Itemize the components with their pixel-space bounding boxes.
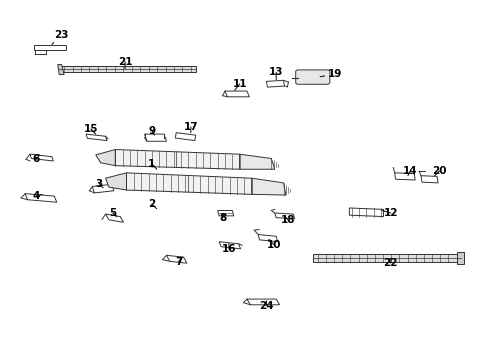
- Text: 8: 8: [219, 213, 226, 222]
- Text: 20: 20: [431, 166, 446, 176]
- Text: 22: 22: [383, 258, 397, 268]
- Text: 5: 5: [109, 208, 117, 218]
- Text: 4: 4: [32, 191, 42, 201]
- Text: 19: 19: [320, 69, 341, 79]
- Polygon shape: [456, 252, 463, 264]
- Text: 21: 21: [118, 57, 132, 69]
- Polygon shape: [126, 173, 251, 194]
- Text: 12: 12: [381, 208, 397, 218]
- Polygon shape: [58, 64, 64, 75]
- Text: 3: 3: [95, 179, 103, 189]
- Polygon shape: [115, 149, 239, 169]
- Text: 14: 14: [402, 166, 417, 176]
- Polygon shape: [96, 149, 115, 166]
- Text: 13: 13: [268, 67, 283, 80]
- Text: 23: 23: [52, 30, 69, 44]
- Text: 17: 17: [183, 122, 198, 133]
- Polygon shape: [59, 66, 195, 72]
- Text: 16: 16: [221, 243, 236, 254]
- Text: 24: 24: [259, 301, 273, 311]
- Text: 7: 7: [175, 257, 182, 267]
- Text: 6: 6: [32, 154, 40, 164]
- Text: 10: 10: [266, 239, 281, 249]
- Polygon shape: [312, 253, 461, 262]
- FancyBboxPatch shape: [295, 70, 329, 84]
- Polygon shape: [105, 173, 126, 190]
- Text: 11: 11: [232, 79, 246, 90]
- Text: 2: 2: [148, 199, 157, 210]
- Text: 1: 1: [148, 159, 157, 169]
- Text: 18: 18: [281, 215, 295, 225]
- Text: 15: 15: [83, 124, 98, 134]
- Polygon shape: [239, 154, 274, 169]
- Polygon shape: [251, 178, 285, 195]
- Text: 9: 9: [148, 126, 155, 135]
